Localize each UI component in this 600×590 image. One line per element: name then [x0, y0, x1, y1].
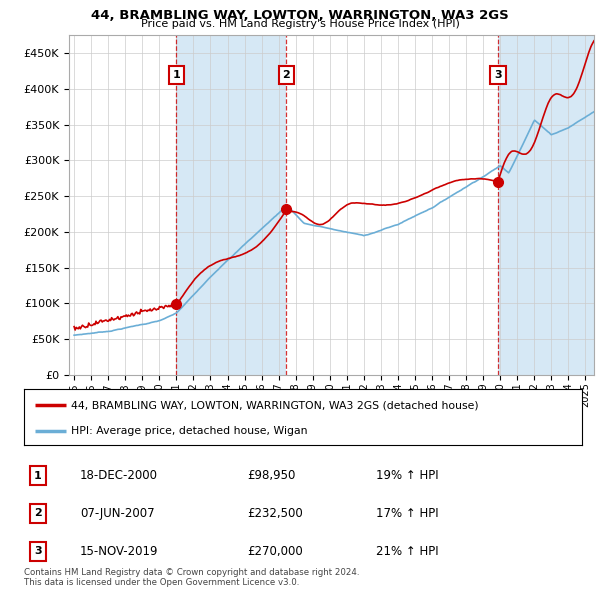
Text: HPI: Average price, detached house, Wigan: HPI: Average price, detached house, Wiga…	[71, 427, 308, 437]
Text: 3: 3	[34, 546, 42, 556]
Text: 17% ↑ HPI: 17% ↑ HPI	[376, 507, 438, 520]
Text: 15-NOV-2019: 15-NOV-2019	[80, 545, 158, 558]
Text: £270,000: £270,000	[247, 545, 303, 558]
Bar	[498, 35, 594, 375]
Text: Price paid vs. HM Land Registry's House Price Index (HPI): Price paid vs. HM Land Registry's House …	[140, 19, 460, 30]
Text: 1: 1	[34, 471, 42, 480]
Text: 3: 3	[494, 70, 502, 80]
Text: 2: 2	[283, 70, 290, 80]
Text: 21% ↑ HPI: 21% ↑ HPI	[376, 545, 438, 558]
Text: 07-JUN-2007: 07-JUN-2007	[80, 507, 154, 520]
Text: 1: 1	[173, 70, 180, 80]
Text: 2: 2	[34, 509, 42, 518]
Text: 18-DEC-2000: 18-DEC-2000	[80, 469, 158, 482]
Text: Contains HM Land Registry data © Crown copyright and database right 2024.
This d: Contains HM Land Registry data © Crown c…	[24, 568, 359, 587]
Text: 44, BRAMBLING WAY, LOWTON, WARRINGTON, WA3 2GS (detached house): 44, BRAMBLING WAY, LOWTON, WARRINGTON, W…	[71, 400, 479, 410]
Bar	[176, 35, 286, 375]
Text: 44, BRAMBLING WAY, LOWTON, WARRINGTON, WA3 2GS: 44, BRAMBLING WAY, LOWTON, WARRINGTON, W…	[91, 9, 509, 22]
Text: £98,950: £98,950	[247, 469, 296, 482]
Text: £232,500: £232,500	[247, 507, 303, 520]
Text: 19% ↑ HPI: 19% ↑ HPI	[376, 469, 438, 482]
